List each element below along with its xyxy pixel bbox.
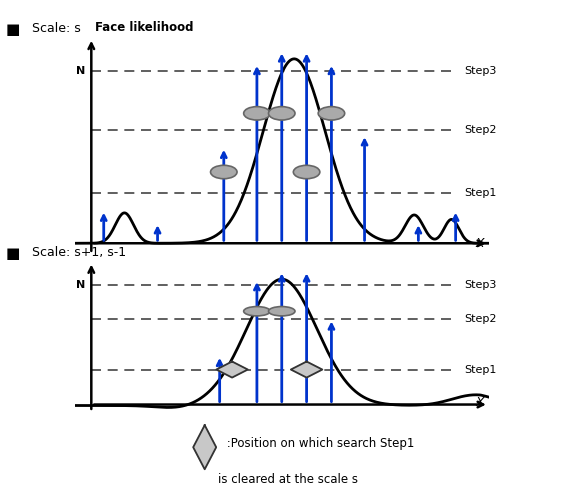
Circle shape [244, 107, 270, 120]
Circle shape [244, 307, 270, 316]
Text: Scale: s+1, s-1: Scale: s+1, s-1 [32, 246, 126, 259]
Text: N: N [76, 280, 85, 290]
Text: Step2: Step2 [464, 125, 496, 135]
Text: X: X [476, 396, 485, 409]
Text: Step1: Step1 [464, 188, 496, 198]
Text: ■: ■ [6, 246, 20, 261]
Text: ■: ■ [6, 22, 20, 37]
Text: Step2: Step2 [464, 313, 496, 324]
Text: Step3: Step3 [464, 280, 496, 290]
Text: Face likelihood: Face likelihood [95, 21, 194, 34]
Circle shape [293, 165, 320, 179]
Text: Scale: s: Scale: s [32, 22, 81, 35]
Circle shape [269, 307, 295, 316]
Text: is cleared at the scale s: is cleared at the scale s [217, 473, 358, 486]
Text: X: X [476, 237, 485, 249]
Polygon shape [291, 362, 323, 377]
Circle shape [318, 107, 344, 120]
Circle shape [269, 107, 295, 120]
Text: Step1: Step1 [464, 365, 496, 374]
Text: :Position on which search Step1: :Position on which search Step1 [223, 437, 415, 450]
Text: Step3: Step3 [464, 66, 496, 76]
Circle shape [210, 165, 237, 179]
Polygon shape [193, 425, 216, 469]
Polygon shape [216, 362, 248, 377]
Text: N: N [76, 66, 85, 76]
